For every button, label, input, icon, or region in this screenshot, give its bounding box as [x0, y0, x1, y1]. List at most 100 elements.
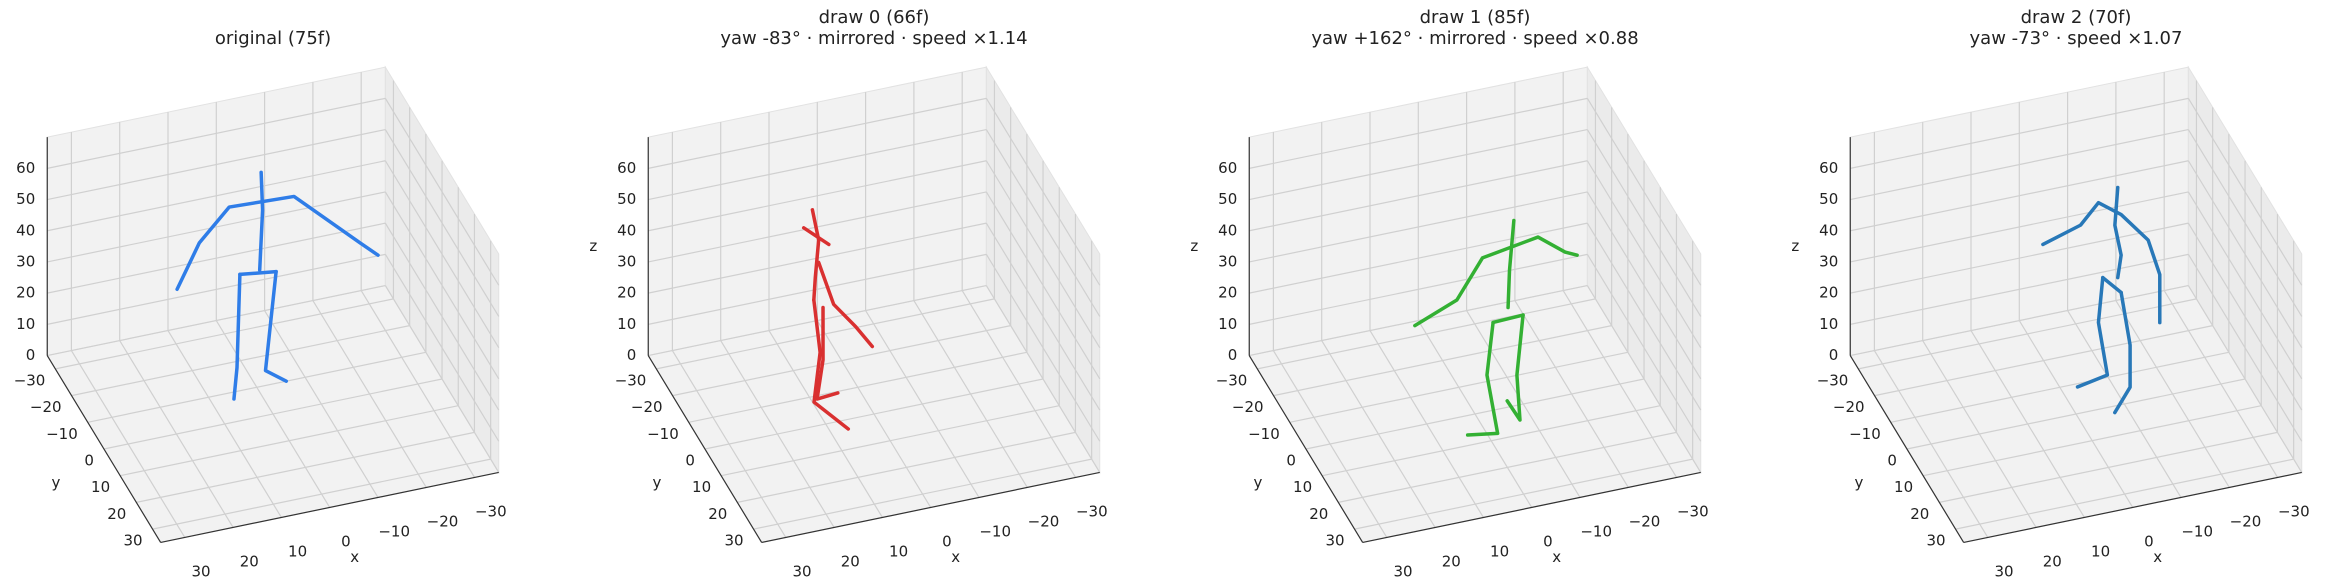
grid-line — [1586, 129, 1702, 317]
grid-line — [2187, 222, 2303, 411]
y-tick-label: −30 — [615, 371, 647, 389]
grid-line — [721, 405, 1060, 477]
x-axis-line — [160, 471, 499, 544]
grid-line — [1249, 253, 1588, 325]
z-tick-label: 60 — [1819, 159, 1838, 177]
grid-line — [1249, 128, 1588, 201]
grid-line — [1850, 191, 2189, 263]
z-tick-label: 20 — [1819, 284, 1838, 302]
x-tick-label: 30 — [191, 563, 210, 581]
y-tick-label: 0 — [1887, 452, 1897, 470]
y-tick-label: 10 — [1894, 478, 1913, 496]
y-axis-line — [1248, 355, 1364, 543]
x-axis-line — [1362, 471, 1701, 544]
z-tick-label: 10 — [16, 315, 35, 333]
z-tick-label: 10 — [1819, 315, 1838, 333]
grid-line — [1586, 160, 1702, 348]
y-tick-label: −10 — [647, 425, 679, 443]
grid-line — [47, 160, 386, 232]
z-tick-label: 0 — [627, 346, 637, 364]
x-axis-label: x — [1552, 548, 1561, 566]
grid-line — [1890, 351, 2229, 423]
grid-line — [152, 458, 491, 530]
x-tick-label: 20 — [240, 553, 259, 571]
x-tick-label: −10 — [1580, 523, 1612, 541]
subplot: draw 2 (70f)yaw -73° · speed ×1.07 −30 −20… — [1791, 7, 2309, 581]
subplot-subtitle: yaw -73° · speed ×1.07 — [1970, 28, 2183, 49]
grid-line — [648, 128, 987, 201]
y-tick-label: 30 — [123, 532, 142, 550]
x-axis-label: x — [951, 548, 960, 566]
subplot-subtitle: yaw +162° · mirrored · speed ×0.88 — [1311, 28, 1638, 49]
y-tick-label: 30 — [1325, 532, 1344, 550]
skeleton-line — [1505, 313, 1525, 422]
y-tick-label: 20 — [1309, 505, 1328, 523]
grid-line — [1850, 160, 2189, 232]
grid-line — [985, 98, 1101, 286]
grid-line — [1850, 284, 2189, 357]
x-tick-label: 0 — [1543, 533, 1553, 551]
y-tick-label: 0 — [84, 452, 94, 470]
x-tick-label: −10 — [979, 523, 1011, 541]
y-tick-label: 0 — [1286, 452, 1296, 470]
grid-line — [1955, 458, 2294, 530]
y-axis-line — [46, 355, 162, 543]
grid-line — [648, 253, 987, 325]
z-tick-label: 60 — [1218, 159, 1237, 177]
grid-line — [985, 129, 1101, 317]
grid-line — [1249, 222, 1588, 294]
z-tick-label: 10 — [1218, 315, 1237, 333]
skeleton-line — [816, 260, 875, 349]
y-tick-label: −30 — [14, 371, 46, 389]
y-tick-label: 10 — [1293, 478, 1312, 496]
skeleton-line — [232, 272, 242, 401]
grid-line — [1858, 298, 2197, 370]
grid-line — [1586, 285, 1702, 473]
z-tick-label: 0 — [1228, 346, 1238, 364]
grid-line — [2187, 254, 2303, 442]
x-axis-line — [761, 471, 1100, 544]
grid-line — [2187, 285, 2303, 473]
z-tick-label: 20 — [16, 284, 35, 302]
grid-line — [985, 222, 1101, 411]
x-tick-label: 0 — [942, 533, 952, 551]
subplot-title: draw 1 (85f) — [1420, 7, 1531, 28]
z-tick-label: 0 — [26, 346, 36, 364]
grid-line — [1906, 378, 2246, 450]
z-tick-label: 50 — [617, 190, 636, 208]
x-tick-label: −10 — [378, 523, 410, 541]
x-tick-label: 0 — [341, 533, 351, 551]
y-tick-label: −20 — [631, 398, 663, 416]
x-tick-label: −20 — [427, 513, 459, 531]
skeleton-line — [175, 194, 380, 292]
y-axis-label: y — [1254, 474, 1263, 492]
x-tick-label: 30 — [792, 563, 811, 581]
grid-line — [1249, 160, 1588, 232]
skeleton-line — [1506, 218, 1516, 310]
y-tick-label: 10 — [91, 478, 110, 496]
grid-line — [71, 325, 410, 397]
grid-line — [1305, 378, 1645, 450]
grid-line — [47, 284, 386, 357]
grid-line — [656, 298, 995, 370]
grid-line — [648, 97, 987, 169]
z-tick-label: 40 — [617, 221, 636, 239]
grid-line — [384, 285, 500, 473]
y-tick-label: 20 — [708, 505, 727, 523]
x-tick-label: −30 — [1076, 503, 1108, 521]
grid-line — [1874, 325, 2213, 397]
z-axis-label: z — [589, 237, 597, 255]
grid-line — [103, 378, 443, 450]
z-tick-label: 10 — [617, 315, 636, 333]
skeleton-line — [257, 170, 265, 272]
x-tick-label: −30 — [1677, 503, 1709, 521]
grid-line — [1850, 253, 2189, 325]
grid-line — [136, 431, 475, 503]
grid-line — [47, 97, 386, 169]
x-tick-label: 20 — [2043, 553, 2062, 571]
grid-line — [2187, 98, 2303, 286]
subplot: original (75f) −30 −20 −10 0 10 20 30 −30 −20 −10 0… — [14, 28, 507, 581]
skeleton-line — [238, 269, 278, 277]
skeleton-line — [801, 226, 831, 247]
